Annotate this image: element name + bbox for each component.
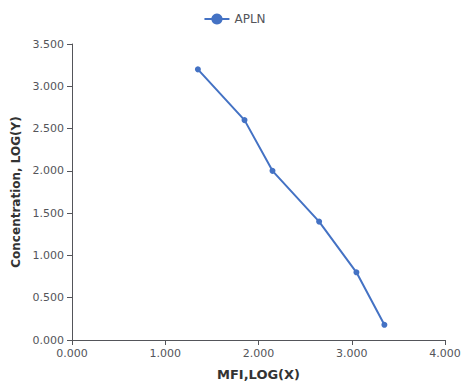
- svg-text:2.000: 2.000: [33, 164, 65, 177]
- svg-text:1.000: 1.000: [33, 249, 65, 262]
- svg-text:Concentration, LOG(Y): Concentration, LOG(Y): [9, 116, 23, 267]
- svg-text:3.000: 3.000: [336, 347, 368, 360]
- svg-text:0.000: 0.000: [56, 347, 88, 360]
- svg-text:0.000: 0.000: [33, 334, 65, 347]
- svg-text:APLN: APLN: [234, 12, 265, 26]
- svg-text:1.000: 1.000: [150, 347, 182, 360]
- svg-text:2.000: 2.000: [243, 347, 275, 360]
- svg-text:4.000: 4.000: [429, 347, 461, 360]
- svg-text:MFI,LOG(X): MFI,LOG(X): [217, 367, 300, 382]
- svg-text:3.000: 3.000: [33, 80, 65, 93]
- svg-text:3.500: 3.500: [33, 38, 65, 51]
- svg-text:1.500: 1.500: [33, 207, 65, 220]
- svg-text:2.500: 2.500: [33, 122, 65, 135]
- svg-text:0.500: 0.500: [33, 291, 65, 304]
